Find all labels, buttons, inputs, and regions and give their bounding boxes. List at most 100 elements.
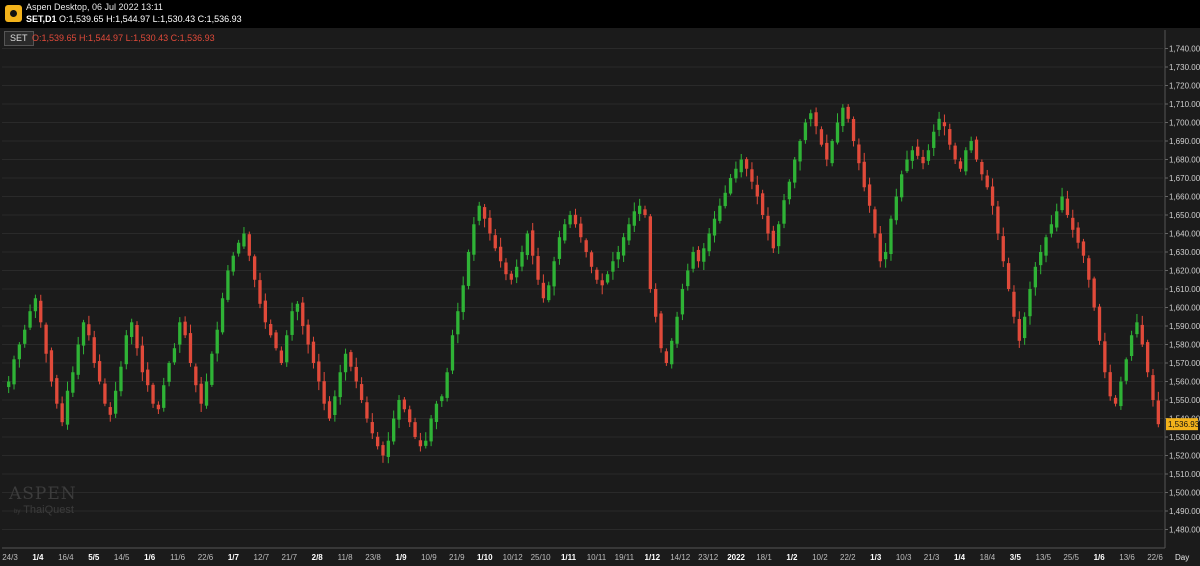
candle: [1001, 227, 1005, 268]
candle: [739, 153, 743, 178]
candle-body: [167, 363, 171, 382]
candle: [809, 109, 813, 127]
candle-body: [1081, 241, 1086, 256]
candle-body: [1022, 316, 1027, 339]
price-tick-label: 1,480.00: [1169, 526, 1200, 535]
series-legend[interactable]: SET: [4, 31, 34, 46]
candle-body: [985, 175, 989, 188]
candlestick-chart[interactable]: 1,480.00 1,490.00 1,500.00 1,510.00 1,520.00…: [0, 28, 1200, 566]
price-tick-label: 1,690.00: [1169, 137, 1200, 146]
time-tick-label: 1/6: [144, 553, 156, 562]
candle-body: [194, 366, 198, 386]
candle-body: [386, 440, 390, 457]
candle-body: [28, 311, 32, 328]
candle: [375, 432, 380, 450]
candle: [686, 263, 690, 291]
candle: [183, 316, 187, 339]
candle-body: [97, 361, 102, 382]
price-tick-label: 1,490.00: [1169, 507, 1200, 516]
candle: [835, 113, 840, 145]
candle-body: [333, 396, 337, 416]
candle: [247, 231, 251, 262]
candle: [461, 276, 465, 320]
price-tick-label: 1,530.00: [1169, 433, 1200, 442]
candle-body: [835, 122, 840, 143]
candle: [28, 304, 32, 331]
candle-body: [771, 230, 775, 249]
candle-body: [579, 223, 583, 238]
candle: [274, 329, 278, 351]
candle-body: [450, 335, 455, 371]
candle: [557, 230, 562, 265]
price-axis[interactable]: 1,480.00 1,490.00 1,500.00 1,510.00 1,520.00…: [1164, 30, 1200, 548]
candle: [798, 139, 802, 171]
candle-body: [921, 156, 925, 164]
candle: [1081, 238, 1086, 263]
candle-body: [889, 218, 893, 255]
candle: [301, 297, 305, 335]
candle-body: [648, 216, 652, 289]
candle: [932, 124, 936, 156]
candle-body: [434, 403, 439, 422]
candle-body: [124, 335, 128, 365]
candle: [889, 215, 893, 261]
price-tick-label: 1,580.00: [1169, 341, 1200, 350]
candle: [584, 238, 588, 258]
candle-body: [424, 440, 428, 446]
candle: [418, 432, 423, 452]
candle: [1033, 262, 1037, 296]
candle: [563, 218, 567, 244]
candle-body: [81, 322, 86, 346]
candle: [980, 159, 984, 181]
candle: [498, 237, 503, 268]
time-axis[interactable]: 24/3 1/4 16/4 5/5 14/5 1/6 11/6 22/6 1/7 12/7 21/7…: [2, 547, 1189, 562]
candle: [958, 157, 963, 172]
candle: [226, 265, 230, 303]
candle-body: [1097, 306, 1102, 341]
chart-area[interactable]: 1,480.00 1,490.00 1,500.00 1,510.00 1,520.00…: [0, 28, 1200, 566]
candle-body: [156, 404, 161, 410]
candle: [996, 200, 1000, 241]
price-tick-label: 1,710.00: [1169, 100, 1200, 109]
time-tick-label: 13/6: [1119, 553, 1135, 562]
candle: [1145, 339, 1150, 378]
candle-body: [777, 224, 781, 247]
candle: [434, 400, 439, 430]
candle: [1039, 244, 1043, 275]
candle: [857, 138, 861, 171]
candle: [1103, 332, 1107, 379]
candle: [718, 198, 722, 224]
candle: [1108, 364, 1112, 401]
candle: [76, 336, 80, 380]
candle-body: [108, 407, 112, 415]
candle: [151, 382, 155, 408]
candle: [370, 413, 374, 439]
candle: [402, 397, 407, 413]
last-price-tag: [1166, 418, 1198, 431]
candle: [723, 185, 727, 209]
candle-body: [932, 131, 936, 148]
time-tick-label: 10/11: [587, 553, 607, 562]
candle-body: [621, 237, 626, 256]
candle: [627, 217, 631, 246]
candle-body: [103, 383, 107, 404]
candle-body: [60, 403, 64, 423]
candle: [39, 294, 43, 328]
candle: [910, 146, 915, 169]
title-bar: Aspen Desktop, 06 Jul 2022 13:11 SET,D1 …: [0, 0, 1200, 28]
candle: [162, 377, 166, 412]
candle-body: [712, 218, 717, 236]
candle-body: [322, 381, 326, 404]
candle-body: [236, 242, 241, 254]
time-tick-label: 1/2: [786, 553, 798, 562]
candle: [1129, 330, 1134, 361]
candle: [969, 136, 973, 153]
candle: [579, 216, 583, 243]
candle-body: [1001, 236, 1005, 262]
candle-body: [1151, 375, 1155, 400]
candle: [386, 432, 390, 464]
candle: [675, 311, 679, 348]
candle: [285, 330, 289, 367]
candle-body: [39, 300, 43, 323]
time-tick-label: 21/7: [281, 553, 297, 562]
